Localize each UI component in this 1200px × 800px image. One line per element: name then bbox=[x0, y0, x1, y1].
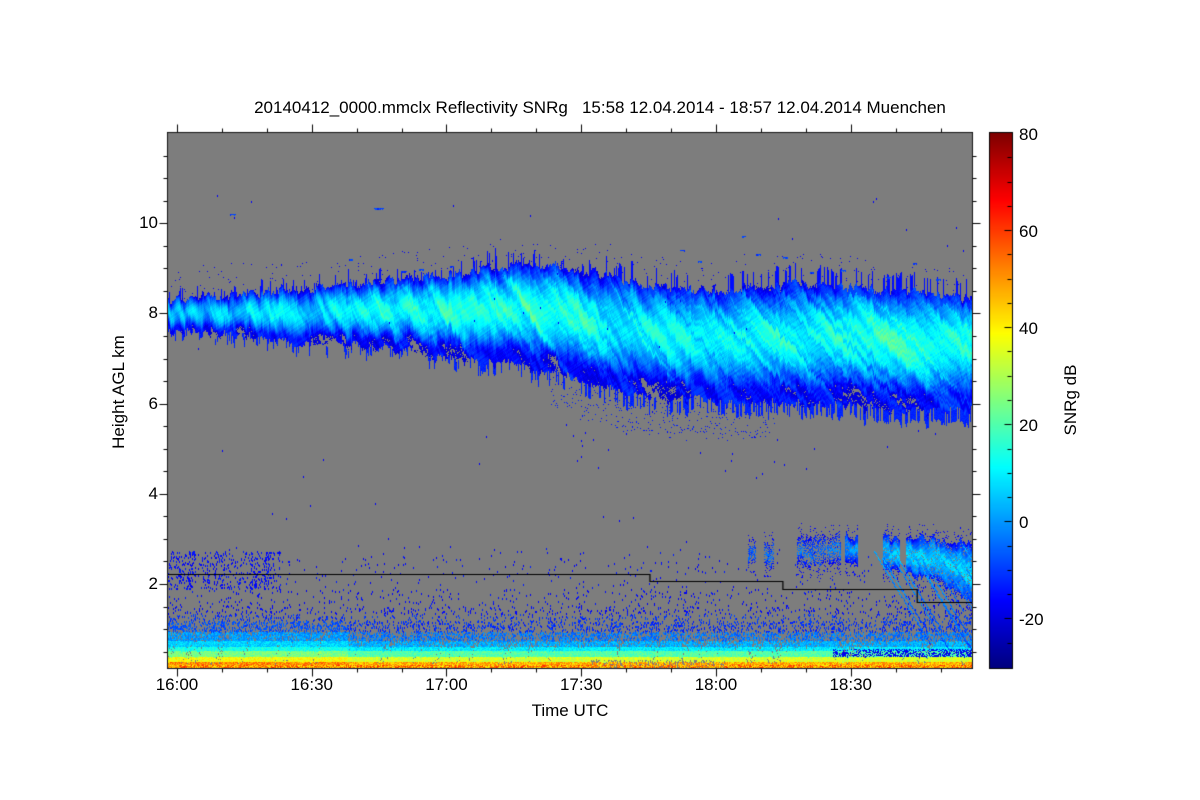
x-tick-label: 17:00 bbox=[425, 675, 468, 694]
y-axis-label: Height AGL km bbox=[109, 335, 128, 449]
y-tick-label: 4 bbox=[148, 483, 158, 503]
x-tick-label: 16:30 bbox=[290, 675, 333, 694]
y-tick-label: 6 bbox=[148, 393, 158, 413]
x-tick-label: 16:00 bbox=[155, 675, 199, 694]
y-tick-label: 2 bbox=[148, 574, 158, 593]
colorbar-tick-label: 0 bbox=[1019, 513, 1029, 532]
colorbar-tick-label: 40 bbox=[1019, 319, 1038, 338]
x-tick-label: 17:30 bbox=[559, 675, 603, 694]
colorbar-label: SNRg dB bbox=[1061, 364, 1080, 436]
y-tick-label: 10 bbox=[139, 213, 158, 233]
y-tick-label: 8 bbox=[148, 303, 158, 323]
x-tick-label: 18:30 bbox=[829, 675, 872, 694]
colorbar-tick-label: 80 bbox=[1019, 125, 1038, 144]
colorbar-tick-label: 60 bbox=[1019, 222, 1038, 241]
colorbar-tick-label: 20 bbox=[1019, 416, 1038, 435]
x-tick-label: 18:00 bbox=[694, 675, 738, 694]
colorbar-tick-label: -20 bbox=[1019, 610, 1044, 629]
x-axis-label: Time UTC bbox=[531, 701, 609, 720]
